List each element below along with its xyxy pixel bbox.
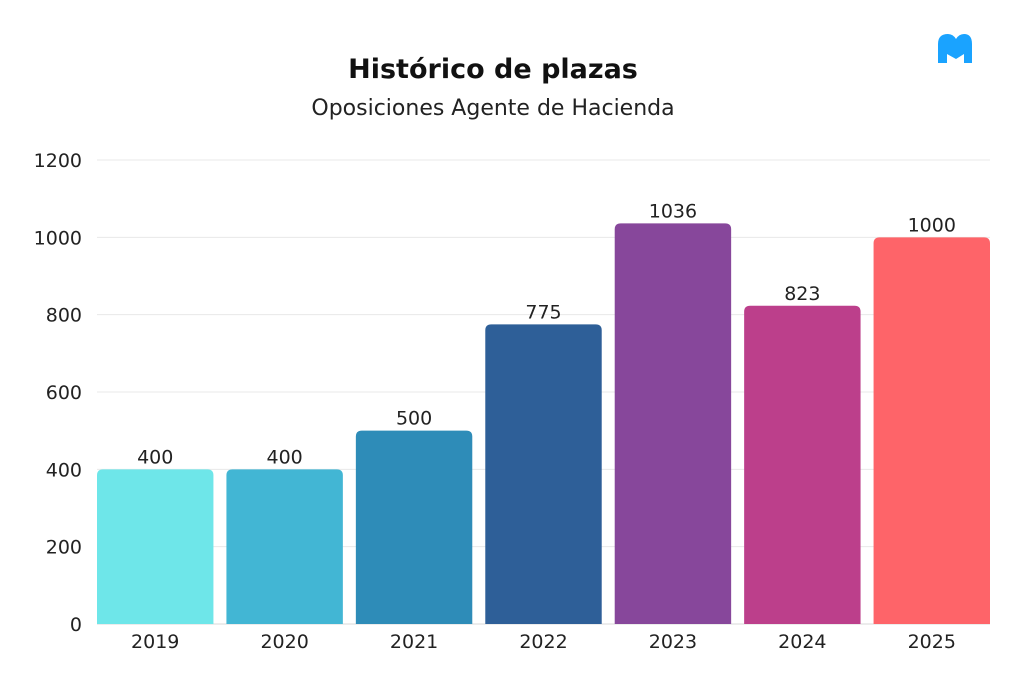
y-tick-label: 1200 xyxy=(34,150,82,172)
bar-2020 xyxy=(226,469,343,624)
x-tick-label: 2024 xyxy=(778,631,826,653)
data-label: 775 xyxy=(525,301,561,323)
bar-2025 xyxy=(873,237,990,625)
x-tick-label: 2025 xyxy=(908,631,956,653)
bar-2019 xyxy=(97,469,214,624)
x-tick-label: 2023 xyxy=(649,631,697,653)
y-tick-label: 200 xyxy=(46,537,82,559)
data-label: 1036 xyxy=(649,200,697,222)
y-tick-label: 600 xyxy=(46,382,82,404)
x-tick-label: 2021 xyxy=(390,631,438,653)
data-label: 823 xyxy=(784,283,820,305)
y-tick-label: 0 xyxy=(70,614,82,636)
logo-m xyxy=(938,34,972,63)
data-label: 400 xyxy=(137,446,173,468)
data-label: 400 xyxy=(267,446,303,468)
chart-subtitle: Oposiciones Agente de Hacienda xyxy=(311,96,675,121)
x-tick-label: 2019 xyxy=(131,631,179,653)
x-tick-label: 2022 xyxy=(519,631,567,653)
data-label: 1000 xyxy=(908,214,956,236)
bar-2023 xyxy=(614,223,732,624)
y-tick-label: 800 xyxy=(46,305,82,327)
chart-title: Histórico de plazas xyxy=(348,54,638,85)
bar-2022 xyxy=(485,324,602,624)
y-tick-label: 400 xyxy=(46,459,82,481)
data-label: 500 xyxy=(396,408,432,430)
x-tick-label: 2020 xyxy=(260,631,308,653)
y-tick-label: 1000 xyxy=(34,227,82,249)
bar-2021 xyxy=(355,430,473,624)
bar-2024 xyxy=(744,305,861,624)
